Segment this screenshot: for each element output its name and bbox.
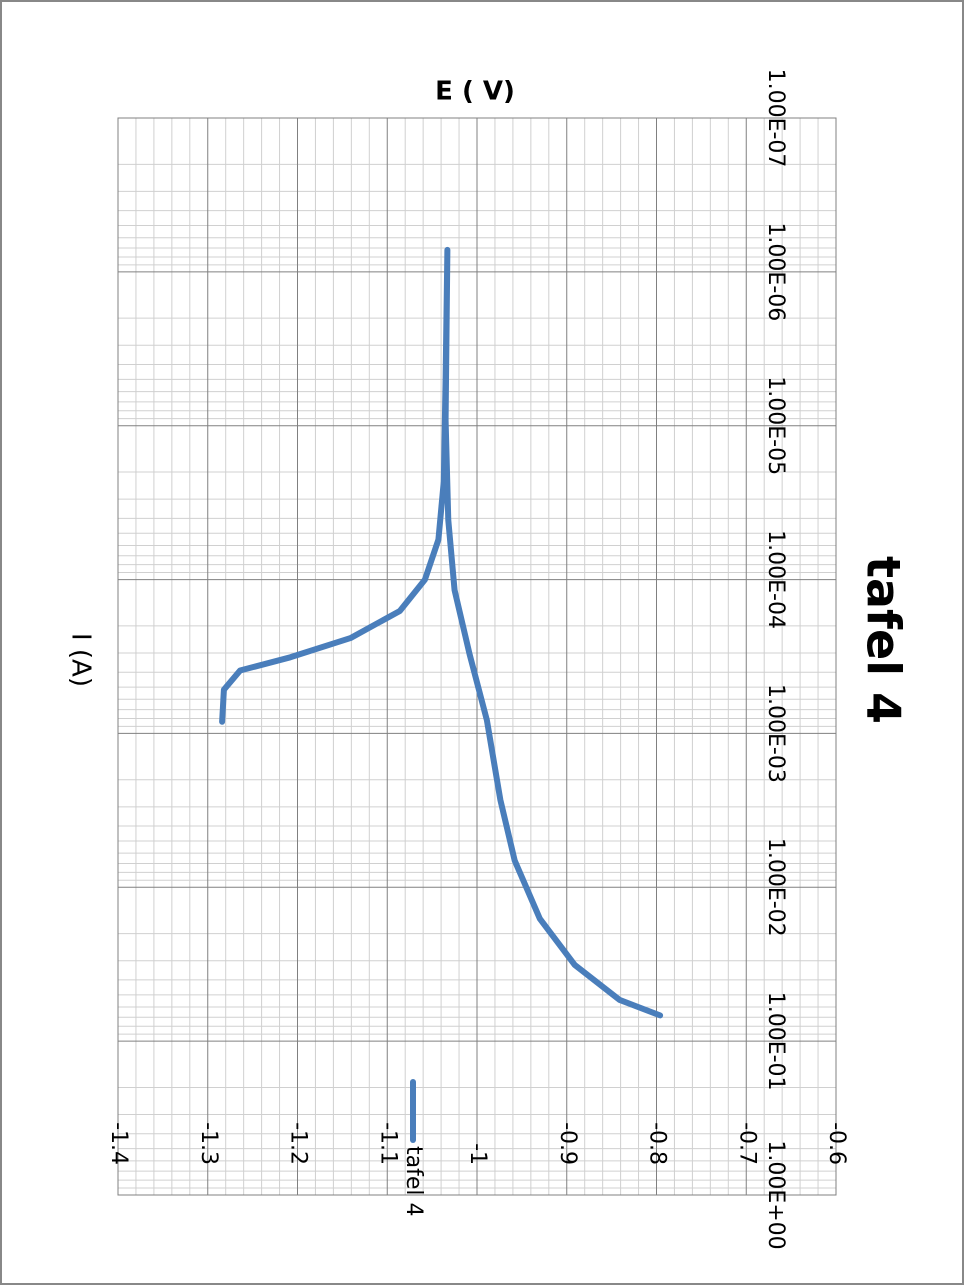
y-tick-label: -0.6 — [824, 1122, 849, 1165]
y-tick-label: -1.3 — [196, 1122, 221, 1165]
y-axis-title: E ( V) — [435, 77, 515, 107]
x-tick-label: 1.00E-04 — [763, 530, 788, 629]
y-tick-label: -1.4 — [106, 1122, 131, 1165]
x-tick-label: 1.00E-06 — [763, 222, 788, 321]
x-tick-label: 1.00E-01 — [763, 992, 788, 1091]
y-tick-label: -1 — [465, 1143, 490, 1165]
y-tick-label: -0.7 — [734, 1122, 759, 1165]
x-tick-label: 1.00E+00 — [763, 1140, 788, 1249]
chart-title: tafel 4 — [857, 556, 911, 724]
x-tick-label: 1.00E-05 — [763, 376, 788, 475]
y-tick-label: -0.8 — [645, 1122, 670, 1165]
plot-border — [117, 117, 837, 1196]
rotated-chart: tafel 4 E ( V) I (A) 1.00E-07 1.00E-06 1.0… — [66, 69, 911, 1250]
legend-label: tafel 4 — [401, 1146, 426, 1217]
x-axis-title: I (A) — [66, 633, 96, 687]
y-tick-label: -1.2 — [286, 1122, 311, 1165]
x-tick-label: 1.00E-03 — [763, 684, 788, 783]
x-tick-label: 1.00E-02 — [763, 838, 788, 937]
y-tick-label: -1.1 — [375, 1122, 400, 1165]
x-tick-label: 1.00E-07 — [763, 69, 788, 168]
y-tick-label: -0.9 — [555, 1122, 580, 1165]
data-line — [219, 246, 664, 1019]
grid — [117, 117, 837, 1196]
